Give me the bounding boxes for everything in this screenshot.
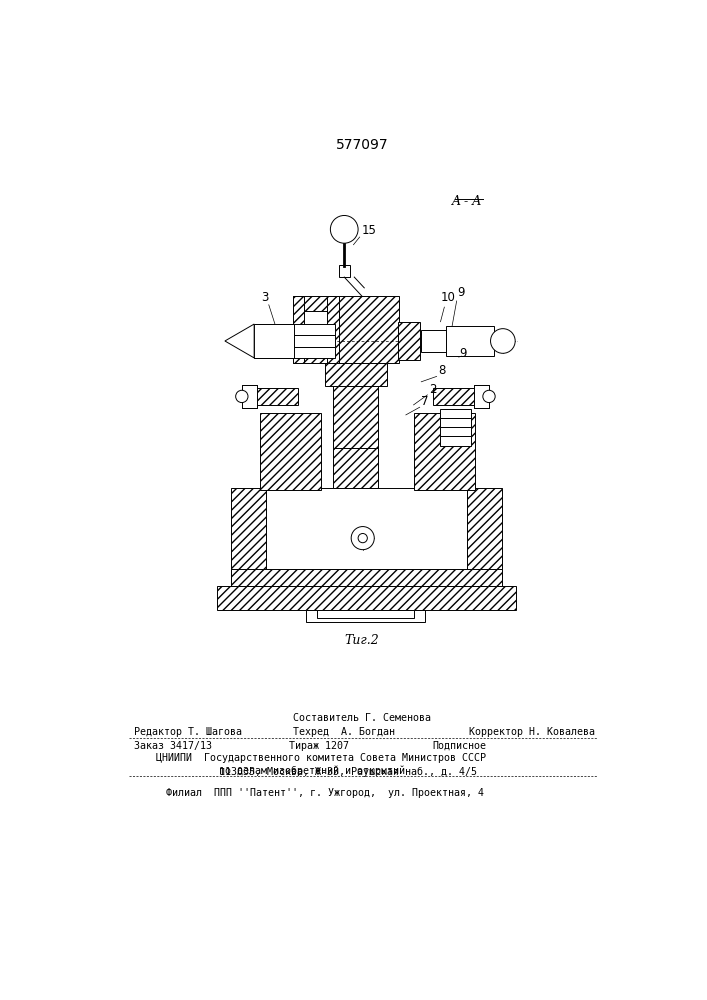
Bar: [327, 296, 339, 363]
Text: Тираж 1207: Тираж 1207: [288, 741, 349, 751]
Bar: [446, 326, 493, 356]
Text: 8: 8: [438, 364, 445, 377]
Bar: [293, 348, 339, 363]
Text: по делам изобретений и открытий: по делам изобретений и открытий: [218, 765, 404, 776]
Circle shape: [351, 527, 374, 550]
Bar: [339, 265, 350, 277]
Text: Составитель Г. Семенова: Составитель Г. Семенова: [293, 713, 431, 723]
Text: 9: 9: [457, 286, 465, 299]
Bar: [474, 385, 489, 408]
Circle shape: [235, 390, 248, 403]
Text: 2: 2: [429, 383, 436, 396]
Circle shape: [491, 329, 515, 353]
Text: Редактор Т. Шагова: Редактор Т. Шагова: [134, 727, 242, 737]
Bar: [440, 409, 472, 418]
Bar: [254, 335, 335, 347]
Text: Корректор Н. Ковалева: Корректор Н. Ковалева: [469, 727, 595, 737]
Text: Подписное: Подписное: [433, 741, 487, 751]
Text: 9: 9: [460, 347, 467, 360]
Bar: [305, 610, 425, 622]
Text: 7: 7: [421, 395, 428, 408]
Text: Заказ 3417/13: Заказ 3417/13: [134, 741, 212, 751]
Bar: [242, 385, 257, 408]
Bar: [254, 347, 335, 358]
Bar: [325, 363, 387, 386]
Circle shape: [483, 390, 495, 403]
Bar: [399, 334, 484, 348]
Bar: [231, 569, 502, 586]
Bar: [254, 324, 294, 358]
Text: 15: 15: [361, 224, 376, 237]
Bar: [421, 330, 446, 352]
Text: 577097: 577097: [336, 138, 388, 152]
Text: Τиг.2: Τиг.2: [344, 634, 380, 647]
Bar: [259, 413, 321, 490]
Bar: [254, 324, 335, 335]
Bar: [467, 488, 502, 579]
Text: A - A: A - A: [452, 195, 483, 208]
Bar: [398, 322, 420, 360]
Bar: [256, 388, 298, 405]
Bar: [293, 296, 339, 311]
Bar: [414, 413, 475, 490]
Text: ЦНИИПИ  Государственного комитета Совета Министров СССР: ЦНИИПИ Государственного комитета Совета …: [156, 753, 486, 763]
Bar: [266, 488, 467, 569]
Text: 113035, Москва, Ж-35, Раушская наб., д. 4/5: 113035, Москва, Ж-35, Раушская наб., д. …: [218, 767, 477, 777]
Text: 10: 10: [440, 291, 455, 304]
Text: 3: 3: [261, 291, 269, 304]
Circle shape: [330, 215, 358, 243]
Bar: [440, 436, 472, 446]
Bar: [317, 610, 414, 618]
Bar: [339, 296, 399, 363]
Bar: [433, 388, 475, 405]
Polygon shape: [225, 324, 254, 358]
Bar: [217, 586, 516, 610]
Bar: [334, 386, 378, 448]
Bar: [440, 418, 472, 427]
Bar: [440, 427, 472, 436]
Bar: [293, 296, 304, 363]
Bar: [231, 488, 266, 579]
Circle shape: [358, 533, 368, 543]
Text: Техред  А. Богдан: Техред А. Богдан: [293, 727, 395, 737]
Text: Филиал  ППП ''Патент'', г. Ужгород,  ул. Проектная, 4: Филиал ППП ''Патент'', г. Ужгород, ул. П…: [165, 788, 484, 798]
Bar: [334, 448, 378, 488]
